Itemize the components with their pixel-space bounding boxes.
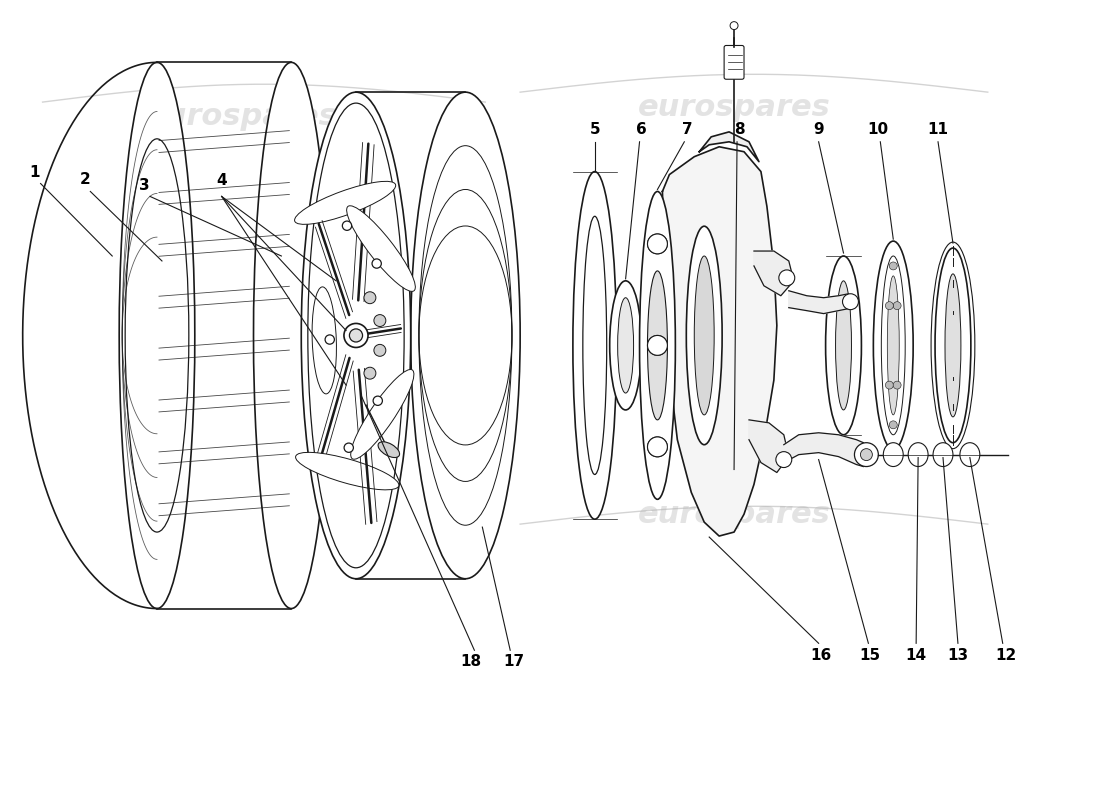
Text: eurospares: eurospares (145, 102, 338, 131)
Text: 14: 14 (905, 648, 926, 663)
Ellipse shape (686, 226, 722, 445)
Text: 17: 17 (504, 654, 525, 670)
Circle shape (860, 449, 872, 461)
Circle shape (342, 221, 352, 230)
Circle shape (350, 329, 363, 342)
Polygon shape (754, 251, 794, 296)
Polygon shape (789, 290, 848, 314)
Circle shape (648, 234, 668, 254)
Ellipse shape (935, 248, 971, 442)
Ellipse shape (312, 287, 337, 394)
Ellipse shape (301, 92, 410, 578)
Circle shape (893, 381, 901, 389)
Ellipse shape (295, 182, 396, 224)
Ellipse shape (873, 241, 913, 450)
Ellipse shape (125, 139, 189, 532)
Circle shape (344, 323, 369, 347)
Text: 4: 4 (217, 174, 227, 189)
Ellipse shape (945, 274, 961, 417)
Circle shape (326, 335, 334, 344)
Circle shape (648, 437, 668, 457)
Circle shape (364, 367, 376, 379)
Polygon shape (662, 146, 777, 536)
Circle shape (886, 381, 893, 389)
Circle shape (855, 442, 878, 466)
Text: eurospares: eurospares (638, 93, 830, 122)
Text: 8: 8 (734, 122, 745, 137)
Ellipse shape (583, 216, 607, 474)
Ellipse shape (346, 206, 416, 291)
Circle shape (648, 234, 668, 254)
Text: 15: 15 (860, 648, 881, 663)
Circle shape (372, 259, 382, 268)
Text: 7: 7 (682, 122, 693, 137)
Polygon shape (749, 420, 789, 473)
Text: 2: 2 (80, 173, 90, 187)
Polygon shape (784, 433, 864, 466)
Circle shape (776, 452, 792, 467)
Ellipse shape (453, 142, 497, 529)
Circle shape (374, 344, 386, 356)
Text: 18: 18 (460, 654, 481, 670)
Ellipse shape (909, 442, 928, 466)
Ellipse shape (648, 271, 668, 420)
Circle shape (889, 262, 898, 270)
Text: eurospares: eurospares (638, 500, 830, 529)
Ellipse shape (933, 442, 953, 466)
Circle shape (843, 294, 858, 310)
Circle shape (364, 292, 376, 304)
Text: 5: 5 (590, 122, 601, 137)
Ellipse shape (694, 256, 714, 415)
Circle shape (373, 396, 383, 406)
Ellipse shape (618, 298, 634, 393)
Ellipse shape (881, 256, 905, 434)
Polygon shape (700, 132, 759, 162)
Ellipse shape (573, 171, 617, 519)
Ellipse shape (888, 276, 899, 415)
Text: 6: 6 (636, 122, 647, 137)
Ellipse shape (826, 256, 861, 434)
Circle shape (889, 421, 898, 429)
Text: 12: 12 (996, 648, 1016, 663)
Text: 10: 10 (868, 122, 889, 137)
Text: 9: 9 (813, 122, 824, 137)
Ellipse shape (253, 62, 329, 609)
Circle shape (344, 443, 353, 452)
Ellipse shape (609, 281, 641, 410)
Ellipse shape (410, 92, 520, 578)
Circle shape (374, 314, 386, 326)
Circle shape (648, 437, 668, 457)
Circle shape (893, 302, 901, 310)
Ellipse shape (378, 442, 399, 458)
Ellipse shape (296, 452, 399, 490)
Text: 16: 16 (810, 648, 832, 663)
Circle shape (730, 22, 738, 30)
Ellipse shape (836, 281, 851, 410)
Ellipse shape (351, 370, 414, 459)
Ellipse shape (119, 62, 195, 609)
Text: 11: 11 (927, 122, 948, 137)
Circle shape (779, 270, 795, 286)
Circle shape (648, 335, 668, 355)
Ellipse shape (461, 181, 490, 490)
Circle shape (648, 335, 668, 355)
Text: 13: 13 (947, 648, 968, 663)
Ellipse shape (960, 442, 980, 466)
Text: 1: 1 (30, 165, 40, 179)
Ellipse shape (883, 442, 903, 466)
Text: 3: 3 (139, 178, 150, 194)
Circle shape (886, 302, 893, 310)
Ellipse shape (639, 191, 675, 499)
FancyBboxPatch shape (724, 46, 744, 79)
